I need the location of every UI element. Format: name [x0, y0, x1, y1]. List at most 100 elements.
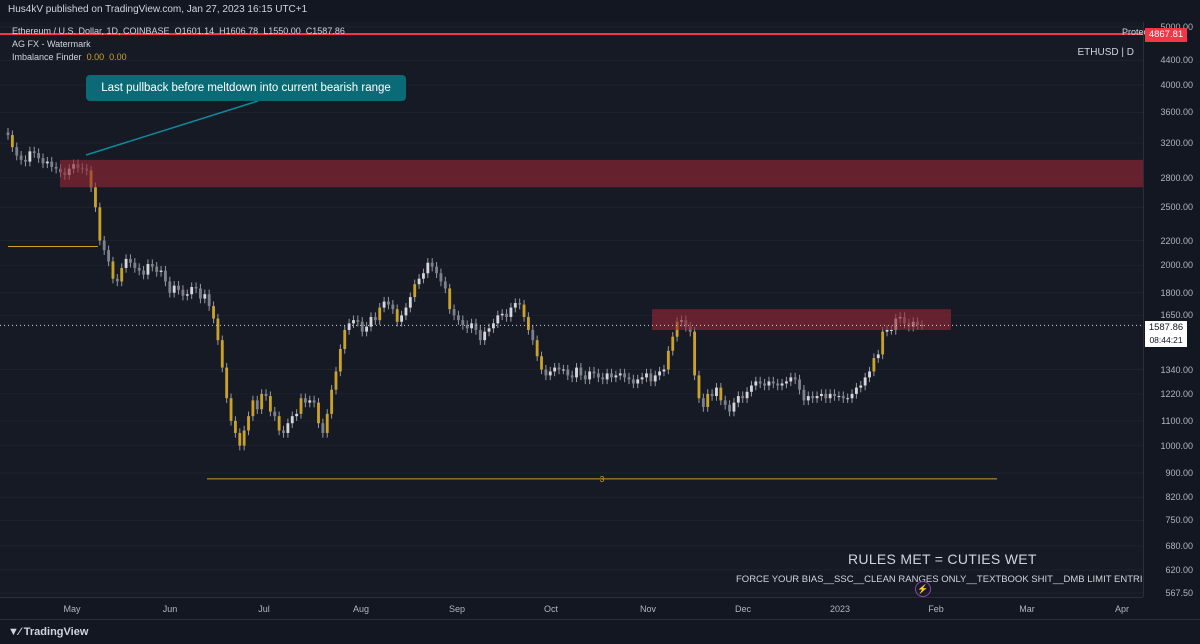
candle-body [697, 375, 701, 399]
candle-body [819, 393, 823, 397]
candle-body [435, 266, 438, 274]
candle-body [723, 400, 727, 405]
price-tick: 1650.00 [1160, 310, 1193, 321]
candle-body [207, 294, 211, 307]
candle-body [872, 358, 876, 372]
force-text: FORCE YOUR BIAS__SSC__CLEAN RANGES ONLY_… [736, 574, 1156, 585]
candle-body [24, 159, 27, 162]
candle-body [448, 288, 452, 310]
candle-body [754, 381, 758, 386]
candle-body [535, 340, 539, 357]
candle-body [776, 383, 780, 386]
candle-body [107, 250, 111, 262]
candle-body [732, 402, 736, 412]
candle-body [430, 262, 434, 267]
candle-body [164, 270, 167, 282]
candle-body [251, 400, 255, 417]
candle-body [338, 348, 342, 372]
candle-body [395, 309, 399, 322]
candle-body [719, 387, 723, 401]
candle-body [111, 261, 115, 279]
candle-body [505, 313, 508, 317]
candle-body [41, 158, 45, 164]
candle-body [465, 325, 469, 329]
price-axis[interactable]: 5000.00 4400.00 4000.00 3600.00 3200.00 2800.… [1143, 22, 1200, 598]
candle-body [863, 377, 867, 386]
candle-body [610, 373, 613, 378]
candle-body [561, 369, 565, 371]
candle-body [478, 329, 482, 341]
candle-body [120, 267, 124, 282]
candle-body [483, 331, 487, 341]
candle-body [98, 207, 102, 241]
candle-body [404, 307, 408, 316]
price-tick: 2500.00 [1160, 202, 1193, 213]
candle-body [745, 391, 749, 399]
price-tick: 820.00 [1165, 492, 1193, 503]
candle-body [400, 315, 404, 322]
candle-body [837, 396, 841, 398]
legend-close: 1587.86 [312, 26, 345, 36]
candle-body [627, 377, 631, 380]
legend-indicator-2[interactable]: Imbalance Finder 0.00 0.00 [12, 52, 127, 62]
candle-body [417, 278, 421, 285]
top-bar: Hus4kV published on TradingView.com, Jan… [0, 0, 1200, 22]
candle-body [133, 262, 137, 268]
candle-body [295, 413, 299, 417]
indicator2-value-2: 0.00 [109, 52, 127, 62]
candle-body [277, 416, 281, 431]
candle-body [6, 132, 10, 136]
candle-body [758, 381, 762, 384]
price-tick: 567.50 [1165, 588, 1193, 598]
annotation-callout[interactable]: Last pullback before meltdown into curre… [86, 75, 406, 101]
candle-body [841, 396, 845, 399]
candle-body [124, 258, 128, 268]
candle-body [815, 396, 819, 399]
supply-zone [60, 159, 1143, 188]
candle-body [443, 281, 447, 289]
candle-body [596, 373, 600, 378]
annotation-pointer [85, 100, 259, 156]
candle-body [518, 303, 522, 305]
candle-body [146, 264, 150, 275]
candle-body [531, 329, 535, 341]
price-tick: 900.00 [1165, 468, 1193, 479]
candle-body [575, 367, 578, 378]
candle-body [303, 398, 307, 403]
price-tick: 2200.00 [1160, 235, 1193, 246]
legend-low-label: L [263, 26, 269, 36]
candle-body [811, 396, 815, 399]
candle-body [264, 393, 268, 397]
publisher-info: Hus4kV published on TradingView.com, Jan… [8, 4, 308, 15]
price-tick: 3200.00 [1160, 138, 1193, 149]
candle-body [540, 356, 543, 370]
candle-body [736, 396, 740, 403]
candle-body [238, 432, 242, 446]
legend-indicator-1[interactable]: AG FX - Watermark [12, 39, 91, 49]
legend-symbol: Ethereum / U.S. Dollar, 1D, COINBASE [12, 26, 170, 36]
time-tick: Feb [928, 604, 944, 614]
candle-body [229, 398, 233, 421]
price-tick: 680.00 [1165, 540, 1193, 551]
price-tick: 1800.00 [1160, 287, 1193, 298]
indicator2-name: Imbalance Finder [12, 52, 82, 62]
tradingview-logo[interactable]: ▼⁄ TradingView [8, 626, 88, 638]
candle-body [308, 400, 312, 403]
time-tick: May [63, 604, 81, 614]
candle-body [155, 266, 159, 272]
candle-body [198, 288, 202, 299]
candle-body [474, 323, 478, 330]
candle-body [352, 320, 355, 324]
price-tick: 4400.00 [1160, 55, 1193, 66]
legend-open: 1601.14 [181, 26, 215, 36]
price-chart[interactable]: 3 [0, 22, 1143, 597]
candle-body [268, 396, 272, 412]
candle-body [382, 301, 386, 308]
candle-body [701, 398, 705, 408]
candle-body [522, 304, 526, 317]
chart-area[interactable]: 3 [0, 22, 1143, 597]
time-axis[interactable]: May Jun Jul Aug Sep Oct Nov Dec 2023 Feb Mar Apr [0, 597, 1143, 620]
lightning-icon[interactable]: ⚡ [915, 581, 931, 597]
candle-body [653, 375, 657, 382]
candle-body [470, 323, 473, 329]
